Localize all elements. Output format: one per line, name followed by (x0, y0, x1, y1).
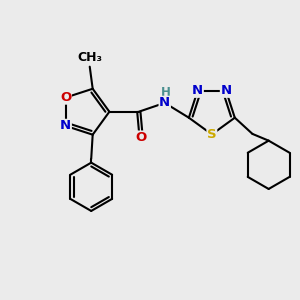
Text: O: O (60, 91, 71, 104)
Text: S: S (207, 128, 217, 141)
Text: CH₃: CH₃ (77, 51, 102, 64)
Text: N: N (159, 96, 170, 110)
Text: N: N (60, 119, 71, 132)
Text: H: H (161, 86, 171, 99)
Text: N: N (192, 84, 203, 97)
Text: O: O (136, 131, 147, 144)
Text: N: N (220, 84, 232, 97)
